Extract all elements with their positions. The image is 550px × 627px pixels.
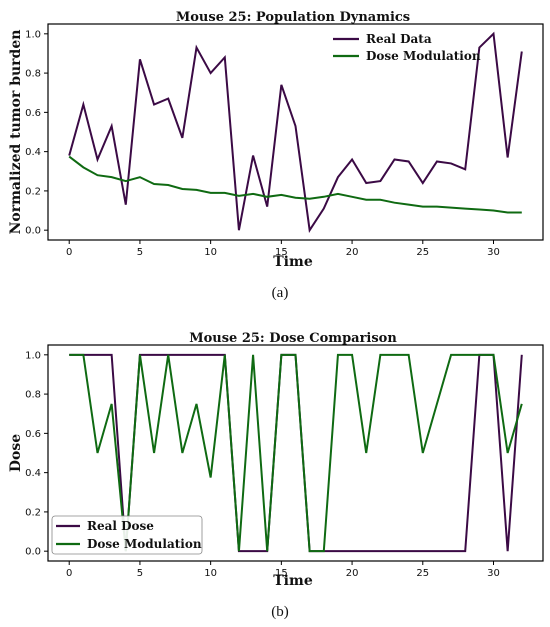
chart-a-ylabel: Normalized tumor burden (8, 30, 24, 235)
chart-b-series-dose-modulation-line (69, 353, 523, 553)
legend-b-dose-label: Dose Modulation (87, 537, 202, 551)
chart-a-series-real-data-line (68, 31, 523, 233)
chart-a-ytick-label: 0.8 (25, 69, 41, 80)
caption-a: (a) (272, 285, 289, 301)
chart-a-frame (47, 23, 544, 241)
chart-a-series-dose-modulation-line (68, 155, 522, 214)
chart-a-xtick-label: 10 (204, 247, 217, 258)
chart-b-xtick-label: 5 (137, 568, 143, 579)
chart-a-xtick-label: 30 (487, 247, 500, 258)
chart-a-title: Mouse 25: Population Dynamics (176, 10, 410, 25)
chart-b-ylabel: Dose (8, 434, 24, 472)
legend-b-real-label: Real Dose (87, 519, 154, 533)
chart-b-ytick-label: 0.4 (25, 468, 41, 479)
chart-b-xtick-label: 30 (487, 568, 500, 579)
chart-a-xtick-label: 25 (416, 247, 429, 258)
chart-b-ytick-label: 0.8 (25, 390, 41, 401)
chart-a-legend: Real Data Dose Modulation (333, 32, 481, 63)
chart-b-frame (47, 344, 544, 562)
legend-a-dose-label: Dose Modulation (366, 49, 481, 63)
chart-b-xtick-label: 0 (66, 568, 72, 579)
chart-b-xtick-label: 20 (346, 568, 359, 579)
chart-a-xtick-label: 15 (275, 247, 288, 258)
chart-b-title: Mouse 25: Dose Comparison (189, 331, 397, 346)
chart-b-xtick-label: 10 (204, 568, 217, 579)
chart-b-plot-area: 0 5 10 15 20 25 30 0.0 0.2 0.4 0.6 0.8 1.0 (25, 350, 523, 579)
chart-a-ytick-label: 0.4 (25, 147, 41, 158)
chart-a-ytick-label: 0.2 (25, 186, 41, 197)
legend-a-real-label: Real Data (366, 32, 432, 46)
chart-a-xlabel: Time (273, 254, 313, 270)
caption-b: (b) (271, 604, 289, 620)
panel-b: Mouse 25: Dose Comparison 0 5 10 15 20 25 30 0.… (8, 331, 544, 620)
chart-b-legend: Real Dose Dose Modulation (51, 515, 203, 555)
chart-b-ytick-label: 0.2 (25, 507, 41, 518)
chart-b-xtick-label: 25 (416, 568, 429, 579)
chart-a-plot-area: 0 5 10 15 20 25 30 0.0 0.2 0.4 0.6 0.8 1.0 (25, 29, 523, 258)
chart-a-ytick-label: 1.0 (25, 29, 41, 40)
chart-a-ytick-label: 0.6 (25, 108, 41, 119)
chart-b-ytick-label: 0.6 (25, 429, 41, 440)
chart-a-xtick-label: 0 (66, 247, 72, 258)
chart-a-xtick-label: 20 (346, 247, 359, 258)
chart-a-xtick-label: 5 (137, 247, 143, 258)
chart-b-ytick-label: 0.0 (25, 547, 41, 558)
panel-a: Mouse 25: Population Dynamics 0 5 10 15 20 25… (8, 10, 544, 301)
chart-b-xtick-label: 15 (275, 568, 288, 579)
legend-b-box (51, 515, 203, 555)
chart-b-xlabel: Time (273, 573, 313, 589)
chart-a-ytick-label: 0.0 (25, 226, 41, 237)
chart-b-ytick-label: 1.0 (25, 350, 41, 361)
